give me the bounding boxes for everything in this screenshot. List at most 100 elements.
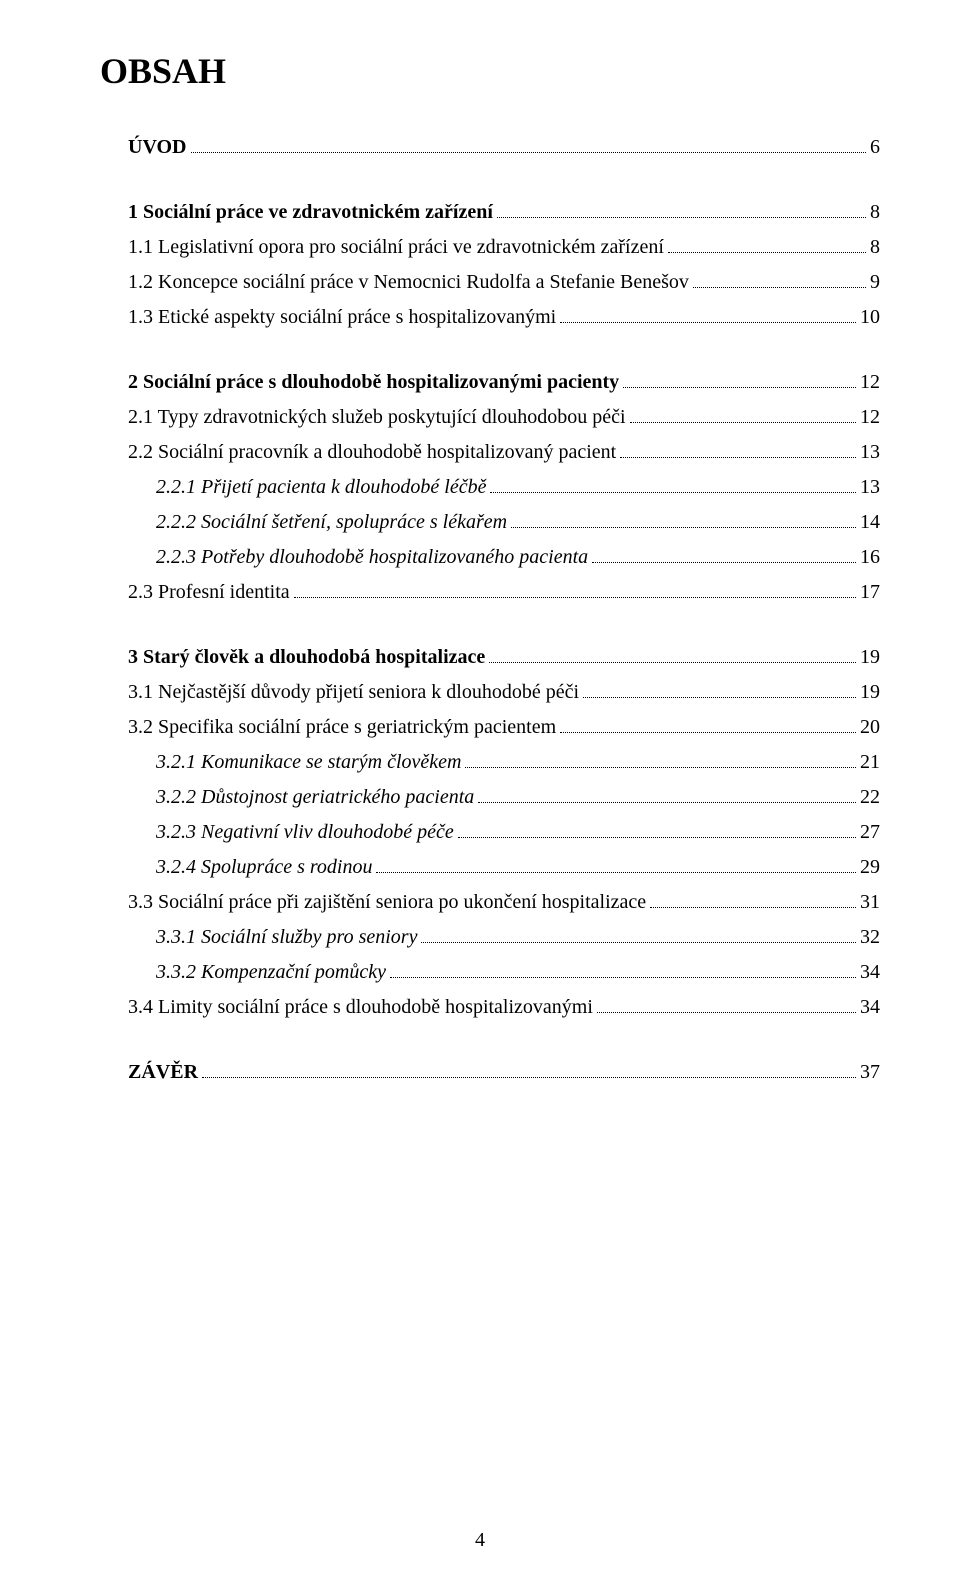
toc-leader (668, 235, 866, 253)
toc-page: 16 (860, 542, 880, 573)
toc-page: 10 (860, 302, 880, 333)
toc-row: 3.2 Specifika sociální práce s geriatric… (100, 712, 880, 743)
toc-page: 22 (860, 782, 880, 813)
toc-leader (592, 545, 856, 563)
toc-page: 31 (860, 887, 880, 918)
toc-label: 3.2.4 Spolupráce s rodinou (156, 852, 372, 883)
toc-row: 2.3 Profesní identita 17 (100, 577, 880, 608)
toc-row: 3.2.1 Komunikace se starým člověkem 21 (100, 747, 880, 778)
toc-row: 3.2.2 Důstojnost geriatrického pacienta 2… (100, 782, 880, 813)
toc-row: 3.1 Nejčastější důvody přijetí seniora k… (100, 677, 880, 708)
toc-page: 19 (860, 642, 880, 673)
toc-page: 20 (860, 712, 880, 743)
toc-page: 13 (860, 437, 880, 468)
toc-leader (191, 135, 867, 153)
toc-label: ZÁVĚR (128, 1057, 198, 1088)
toc-row: 1 Sociální práce ve zdravotnickém zaříze… (100, 197, 880, 228)
toc-page: 12 (860, 402, 880, 433)
toc-leader (465, 750, 856, 768)
toc-leader (560, 715, 856, 733)
toc-group: 1 Sociální práce ve zdravotnickém zaříze… (100, 197, 880, 333)
toc-label: 1 Sociální práce ve zdravotnickém zaříze… (128, 197, 493, 228)
toc-row: 2.2.1 Přijetí pacienta k dlouhodobé léčb… (100, 472, 880, 503)
toc-page: 13 (860, 472, 880, 503)
toc-label: 3.2 Specifika sociální práce s geriatric… (128, 712, 556, 743)
toc-label: 3 Starý člověk a dlouhodobá hospitalizac… (128, 642, 485, 673)
toc-row: ZÁVĚR 37 (100, 1057, 880, 1088)
toc-page: 9 (870, 267, 880, 298)
toc-page: 34 (860, 957, 880, 988)
toc-leader (376, 855, 856, 873)
toc-label: 3.2.1 Komunikace se starým člověkem (156, 747, 461, 778)
toc-label: 3.3.1 Sociální služby pro seniory (156, 922, 417, 953)
toc-label: 2.1 Typy zdravotnických služeb poskytují… (128, 402, 626, 433)
toc-label: 2.2.1 Přijetí pacienta k dlouhodobé léčb… (156, 472, 486, 503)
toc-leader (623, 370, 856, 388)
toc-label: 2.3 Profesní identita (128, 577, 290, 608)
toc-page: 21 (860, 747, 880, 778)
toc-page: 19 (860, 677, 880, 708)
toc-leader (560, 305, 856, 323)
toc-page: 17 (860, 577, 880, 608)
toc-row: 2.2.2 Sociální šetření, spolupráce s lék… (100, 507, 880, 538)
toc-page: 37 (860, 1057, 880, 1088)
toc-row: 1.1 Legislativní opora pro sociální prác… (100, 232, 880, 263)
toc-page: 14 (860, 507, 880, 538)
toc-label: 2 Sociální práce s dlouhodobě hospitaliz… (128, 367, 619, 398)
toc-page: 12 (860, 367, 880, 398)
toc-row: 3.4 Limity sociální práce s dlouhodobě h… (100, 992, 880, 1023)
toc-label: ÚVOD (128, 132, 187, 163)
toc-row: 3.3.1 Sociální služby pro seniory 32 (100, 922, 880, 953)
toc-row: 1.3 Etické aspekty sociální práce s hosp… (100, 302, 880, 333)
toc-row: 3.3 Sociální práce při zajištění seniora… (100, 887, 880, 918)
toc-page: 32 (860, 922, 880, 953)
toc-label: 3.1 Nejčastější důvody přijetí seniora k… (128, 677, 579, 708)
toc-page: 27 (860, 817, 880, 848)
toc-page: 6 (870, 132, 880, 163)
toc-label: 3.2.3 Negativní vliv dlouhodobé péče (156, 817, 454, 848)
toc-row: 2 Sociální práce s dlouhodobě hospitaliz… (100, 367, 880, 398)
toc-leader (489, 645, 856, 663)
toc-label: 3.3 Sociální práce při zajištění seniora… (128, 887, 646, 918)
toc-group: ZÁVĚR 37 (100, 1057, 880, 1088)
toc-leader (583, 680, 856, 698)
toc-leader (202, 1060, 856, 1078)
toc-label: 3.2.2 Důstojnost geriatrického pacienta (156, 782, 474, 813)
toc-group: 3 Starý člověk a dlouhodobá hospitalizac… (100, 642, 880, 1023)
toc-label: 1.2 Koncepce sociální práce v Nemocnici … (128, 267, 689, 298)
toc-label: 3.4 Limity sociální práce s dlouhodobě h… (128, 992, 593, 1023)
toc-leader (478, 785, 856, 803)
toc-leader (497, 200, 866, 218)
toc-label: 1.1 Legislativní opora pro sociální prác… (128, 232, 664, 263)
toc-leader (650, 890, 856, 908)
toc-row: 2.1 Typy zdravotnických služeb poskytují… (100, 402, 880, 433)
toc-leader (597, 995, 856, 1013)
toc-row: 3.3.2 Kompenzační pomůcky 34 (100, 957, 880, 988)
toc-row: 3 Starý člověk a dlouhodobá hospitalizac… (100, 642, 880, 673)
toc-page: 8 (870, 197, 880, 228)
page: OBSAH ÚVOD61 Sociální práce ve zdravotni… (0, 0, 960, 1586)
toc-row: 1.2 Koncepce sociální práce v Nemocnici … (100, 267, 880, 298)
toc-leader (620, 440, 856, 458)
toc-row: 2.2 Sociální pracovník a dlouhodobě hosp… (100, 437, 880, 468)
toc-leader (511, 510, 856, 528)
toc-label: 2.2.2 Sociální šetření, spolupráce s lék… (156, 507, 507, 538)
toc-leader (490, 475, 856, 493)
toc-page: 8 (870, 232, 880, 263)
toc-row: ÚVOD 6 (100, 132, 880, 163)
toc-label: 2.2 Sociální pracovník a dlouhodobě hosp… (128, 437, 616, 468)
toc-label: 3.3.2 Kompenzační pomůcky (156, 957, 386, 988)
toc-row: 3.2.4 Spolupráce s rodinou 29 (100, 852, 880, 883)
toc-row: 2.2.3 Potřeby dlouhodobě hospitalizované… (100, 542, 880, 573)
toc-leader (421, 925, 856, 943)
toc-page: 29 (860, 852, 880, 883)
toc-label: 2.2.3 Potřeby dlouhodobě hospitalizované… (156, 542, 588, 573)
toc-leader (294, 580, 856, 598)
toc-group: ÚVOD 6 (100, 132, 880, 163)
toc-page: 34 (860, 992, 880, 1023)
toc-group: 2 Sociální práce s dlouhodobě hospitaliz… (100, 367, 880, 608)
toc-leader (390, 960, 856, 978)
toc-leader (630, 405, 856, 423)
toc-leader (693, 270, 866, 288)
page-number: 4 (0, 1529, 960, 1552)
